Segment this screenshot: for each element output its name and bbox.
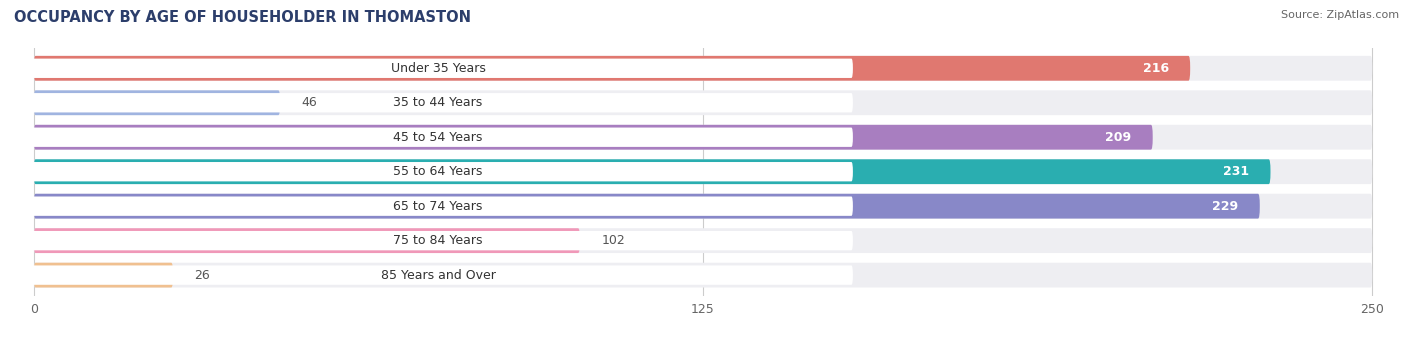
Text: 209: 209 xyxy=(1105,131,1132,144)
FancyBboxPatch shape xyxy=(34,263,1372,288)
FancyBboxPatch shape xyxy=(22,162,853,181)
FancyBboxPatch shape xyxy=(22,266,853,285)
FancyBboxPatch shape xyxy=(34,228,1372,253)
Text: 26: 26 xyxy=(194,269,209,282)
Text: 102: 102 xyxy=(602,234,626,247)
Text: Under 35 Years: Under 35 Years xyxy=(391,62,485,75)
FancyBboxPatch shape xyxy=(22,231,853,250)
Text: 229: 229 xyxy=(1212,200,1239,213)
FancyBboxPatch shape xyxy=(34,90,280,115)
FancyBboxPatch shape xyxy=(34,159,1271,184)
FancyBboxPatch shape xyxy=(22,93,853,113)
Text: 55 to 64 Years: 55 to 64 Years xyxy=(394,165,482,178)
Text: OCCUPANCY BY AGE OF HOUSEHOLDER IN THOMASTON: OCCUPANCY BY AGE OF HOUSEHOLDER IN THOMA… xyxy=(14,10,471,25)
Text: 65 to 74 Years: 65 to 74 Years xyxy=(394,200,482,213)
Text: 35 to 44 Years: 35 to 44 Years xyxy=(394,96,482,109)
FancyBboxPatch shape xyxy=(34,159,1372,184)
FancyBboxPatch shape xyxy=(22,197,853,216)
Text: 216: 216 xyxy=(1143,62,1168,75)
Text: 75 to 84 Years: 75 to 84 Years xyxy=(394,234,482,247)
Text: 85 Years and Over: 85 Years and Over xyxy=(381,269,495,282)
FancyBboxPatch shape xyxy=(22,128,853,147)
FancyBboxPatch shape xyxy=(34,56,1372,81)
FancyBboxPatch shape xyxy=(34,125,1153,150)
Text: 46: 46 xyxy=(301,96,318,109)
FancyBboxPatch shape xyxy=(34,125,1372,150)
FancyBboxPatch shape xyxy=(34,194,1372,219)
FancyBboxPatch shape xyxy=(22,58,853,78)
FancyBboxPatch shape xyxy=(34,228,579,253)
FancyBboxPatch shape xyxy=(34,263,173,288)
Text: Source: ZipAtlas.com: Source: ZipAtlas.com xyxy=(1281,10,1399,20)
FancyBboxPatch shape xyxy=(34,56,1191,81)
FancyBboxPatch shape xyxy=(34,194,1260,219)
FancyBboxPatch shape xyxy=(34,90,1372,115)
Text: 45 to 54 Years: 45 to 54 Years xyxy=(394,131,482,144)
Text: 231: 231 xyxy=(1223,165,1249,178)
